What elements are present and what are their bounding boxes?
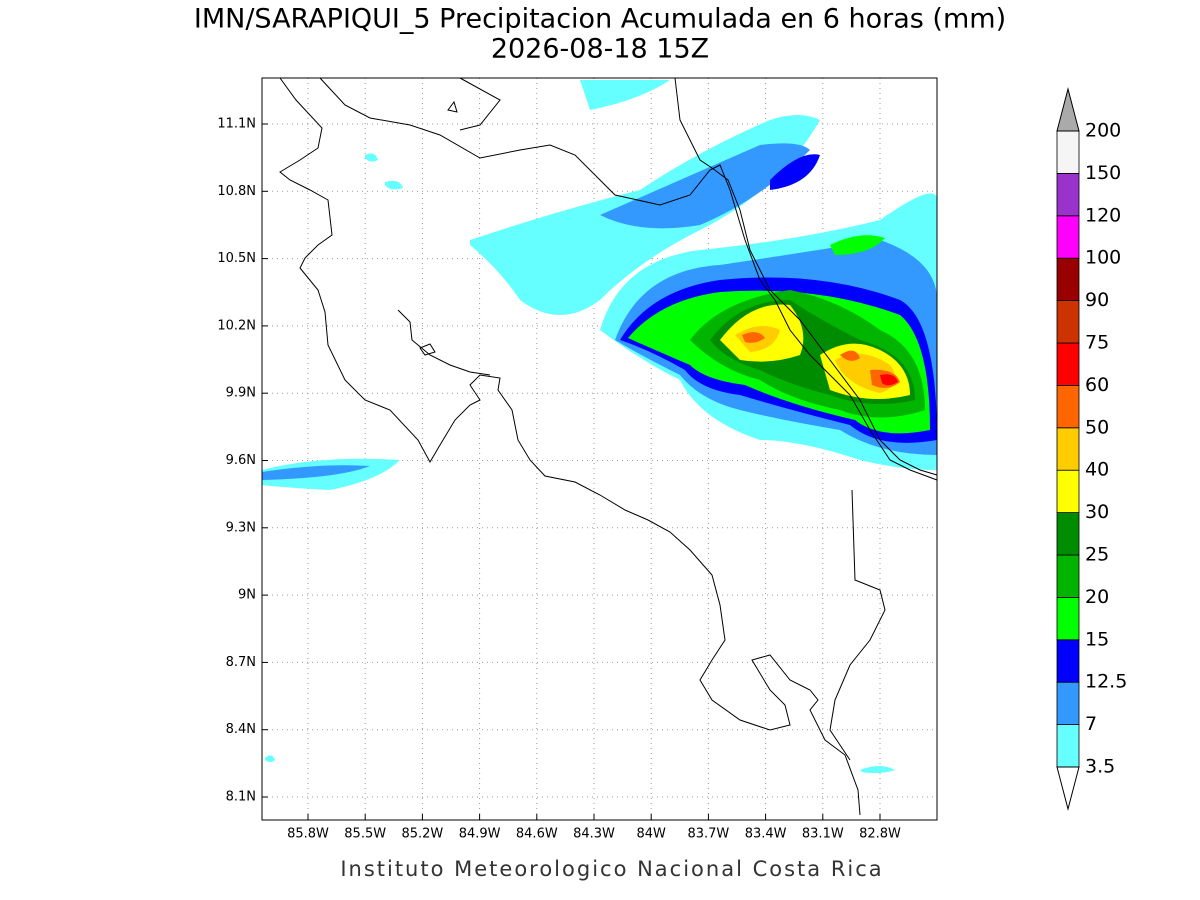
colorbar-label: 90 xyxy=(1085,289,1109,311)
y-tick-label: 9.6N xyxy=(226,453,256,468)
coastline xyxy=(279,77,861,816)
island xyxy=(447,100,458,113)
coastline xyxy=(397,309,491,376)
x-tick-label: 85.5W xyxy=(344,827,386,842)
y-tick-label: 10.5N xyxy=(217,251,256,266)
axis-ticks: 85.8W 85.5W 85.2W 84.9W 84.6W 84.3W 84W 83.7W 83… xyxy=(217,117,901,842)
colorbar-label: 25 xyxy=(1085,544,1109,566)
colorbar-bin xyxy=(1056,554,1080,598)
colorbar-bin xyxy=(1056,130,1080,174)
coastlines xyxy=(279,77,938,816)
x-tick-label: 85.8W xyxy=(287,827,329,842)
x-tick-label: 84.9W xyxy=(459,827,501,842)
colorbar-bin xyxy=(1056,681,1080,726)
y-tick-label: 9.3N xyxy=(226,520,256,535)
x-tick-label: 83.7W xyxy=(687,827,729,842)
colorbar-bin xyxy=(1056,512,1080,556)
x-tick-label: 84.6W xyxy=(516,827,558,842)
colorbar-bin xyxy=(1056,342,1080,386)
x-tick-label: 85.2W xyxy=(401,827,443,842)
footer: Instituto Meteorologico Nacional Costa R… xyxy=(340,857,883,881)
colorbar-label: 75 xyxy=(1085,332,1109,354)
x-tick-label: 82.8W xyxy=(859,827,901,842)
rain-area xyxy=(262,465,370,480)
colorbar-label: 7 xyxy=(1085,713,1097,735)
subtitle: 2026-08-18 15Z xyxy=(491,34,709,65)
colorbar-label: 3.5 xyxy=(1085,756,1115,778)
colorbar-bin xyxy=(1056,639,1080,683)
island xyxy=(419,343,436,356)
y-tick-label: 11.1N xyxy=(217,117,256,132)
rain-area xyxy=(770,154,820,190)
x-tick-label: 84W xyxy=(636,827,666,842)
colorbar-bin xyxy=(1056,469,1080,514)
colorbar-label: 40 xyxy=(1085,459,1109,481)
coastline xyxy=(459,77,501,131)
colorbar-label: 120 xyxy=(1085,204,1121,226)
y-tick-label: 8.7N xyxy=(226,655,256,670)
colorbar-over xyxy=(1056,87,1080,132)
rain-area xyxy=(880,374,898,386)
border xyxy=(319,77,938,481)
colorbar-label: 20 xyxy=(1085,586,1109,608)
colorbar-label: 12.5 xyxy=(1085,671,1127,693)
colorbar-bin xyxy=(1056,257,1080,302)
rain-area xyxy=(735,326,896,393)
colorbar-label: 150 xyxy=(1085,162,1121,184)
y-tick-label: 10.8N xyxy=(217,184,256,199)
border xyxy=(829,489,886,761)
y-tick-label: 9.9N xyxy=(226,386,256,401)
colorbar-label: 50 xyxy=(1085,416,1109,438)
rain-area xyxy=(600,143,810,229)
colorbar-bin xyxy=(1056,724,1080,768)
colorbar-bin xyxy=(1056,215,1080,259)
coastline xyxy=(674,77,938,476)
y-tick-label: 10.2N xyxy=(217,318,256,333)
colorbar-label: 30 xyxy=(1085,501,1109,523)
rain-area xyxy=(580,80,670,110)
colorbar-label: 200 xyxy=(1085,120,1121,142)
rain-area xyxy=(830,235,885,255)
colorbar: 3.5 7 12.5 15 20 25 30 40 50 60 75 90 100 120 150 200 xyxy=(1056,87,1127,811)
colorbar-under xyxy=(1056,766,1080,811)
title: IMN/SARAPIQUI_5 Precipitacion Acumulada … xyxy=(194,4,1006,35)
colorbar-label: 60 xyxy=(1085,374,1109,396)
colorbar-bin xyxy=(1056,172,1080,217)
colorbar-bin xyxy=(1056,384,1080,429)
y-tick-label: 8.4N xyxy=(226,722,256,737)
colorbar-label: 15 xyxy=(1085,628,1109,650)
colorbar-bin xyxy=(1056,597,1080,641)
colorbar-label: 100 xyxy=(1085,247,1121,269)
x-tick-label: 83.4W xyxy=(745,827,787,842)
colorbar-bin xyxy=(1056,300,1080,344)
map-frame xyxy=(261,77,938,821)
precipitation xyxy=(262,80,937,774)
x-tick-label: 84.3W xyxy=(573,827,615,842)
colorbar-bin xyxy=(1056,427,1080,471)
y-tick-label: 9N xyxy=(238,588,256,603)
y-tick-label: 8.1N xyxy=(226,790,256,805)
x-tick-label: 83.1W xyxy=(802,827,844,842)
